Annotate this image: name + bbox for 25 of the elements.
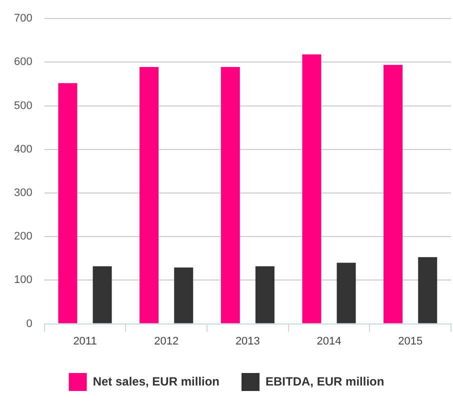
y-tick-label: 200 <box>14 230 32 243</box>
bar <box>58 83 78 324</box>
bar <box>92 266 112 324</box>
bar <box>384 64 403 324</box>
bar <box>418 257 438 324</box>
y-tick-label: 0 <box>26 318 32 330</box>
x-tick-label: 2013 <box>235 335 260 348</box>
bar <box>302 54 322 324</box>
y-tick-label: 400 <box>14 143 32 156</box>
y-tick-label: 100 <box>14 274 32 286</box>
y-tick-label: 500 <box>14 100 32 112</box>
bar <box>255 266 274 324</box>
x-tick-label: 2012 <box>154 335 179 348</box>
x-tick-label: 2014 <box>316 335 342 348</box>
bar <box>220 66 240 324</box>
legend-label: EBITDA, EUR million <box>266 374 384 388</box>
bar <box>174 268 194 324</box>
bar <box>140 66 159 324</box>
y-tick-label: 300 <box>14 187 32 200</box>
bar <box>336 262 356 324</box>
x-tick-label: 2015 <box>398 335 423 348</box>
y-tick-label: 600 <box>14 56 32 68</box>
y-tick-label: 700 <box>14 12 32 25</box>
legend-label: Net sales, EUR million <box>92 374 220 388</box>
x-tick-label: 2011 <box>73 335 97 348</box>
